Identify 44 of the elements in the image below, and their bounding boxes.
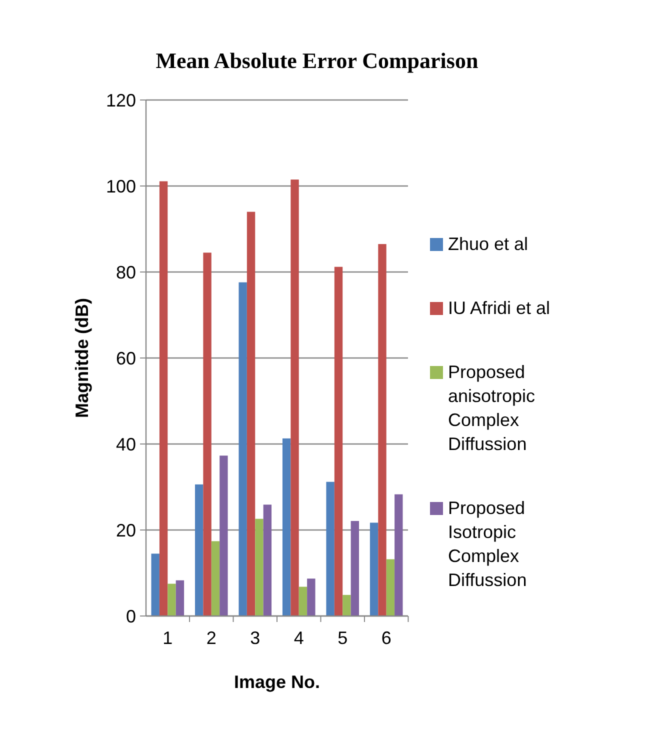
legend-label: Zhuo et al xyxy=(448,234,528,254)
bar xyxy=(307,578,316,616)
y-tick-label: 80 xyxy=(116,262,136,282)
bar xyxy=(220,456,228,616)
bar xyxy=(238,282,247,616)
bar xyxy=(263,504,272,616)
x-tick-label: 1 xyxy=(162,628,173,648)
bar xyxy=(255,518,264,616)
bar xyxy=(386,559,395,616)
bar xyxy=(194,484,204,616)
y-tick-label: 60 xyxy=(116,348,136,368)
chart-title: Mean Absolute Error Comparison xyxy=(156,48,478,73)
x-tick-label: 5 xyxy=(338,628,348,648)
bar xyxy=(350,520,360,616)
x-tick-label: 4 xyxy=(294,628,304,648)
bar xyxy=(151,554,160,616)
legend-label: Proposed anisotropic Complex Diffussion xyxy=(448,362,536,454)
x-tick-label: 2 xyxy=(206,628,216,648)
bar xyxy=(246,212,256,616)
y-tick-label: 40 xyxy=(116,434,136,454)
bar xyxy=(168,584,176,616)
bar xyxy=(326,482,334,616)
legend-label: Proposed Isotropic Complex Diffussion xyxy=(448,498,527,590)
y-axis-title: Magnitde (dB) xyxy=(72,298,92,418)
bar xyxy=(203,252,212,616)
bar xyxy=(394,494,403,616)
legend-label: IU Afridi et al xyxy=(448,298,550,318)
y-tick-label: 100 xyxy=(106,176,136,196)
bar xyxy=(176,580,184,616)
y-tick-label: 20 xyxy=(116,520,136,540)
y-tick-label: 0 xyxy=(126,606,136,626)
bar xyxy=(378,244,386,616)
bar xyxy=(370,522,378,616)
bar xyxy=(334,266,343,616)
bar xyxy=(290,180,299,616)
bar xyxy=(342,594,351,616)
bar xyxy=(282,438,291,616)
x-tick-label: 3 xyxy=(250,628,260,648)
y-tick-label: 120 xyxy=(106,90,136,110)
bar xyxy=(211,541,220,616)
bar xyxy=(298,586,308,616)
bar xyxy=(159,181,168,616)
x-tick-label: 6 xyxy=(381,628,392,648)
x-axis-title: Image No. xyxy=(234,672,320,692)
